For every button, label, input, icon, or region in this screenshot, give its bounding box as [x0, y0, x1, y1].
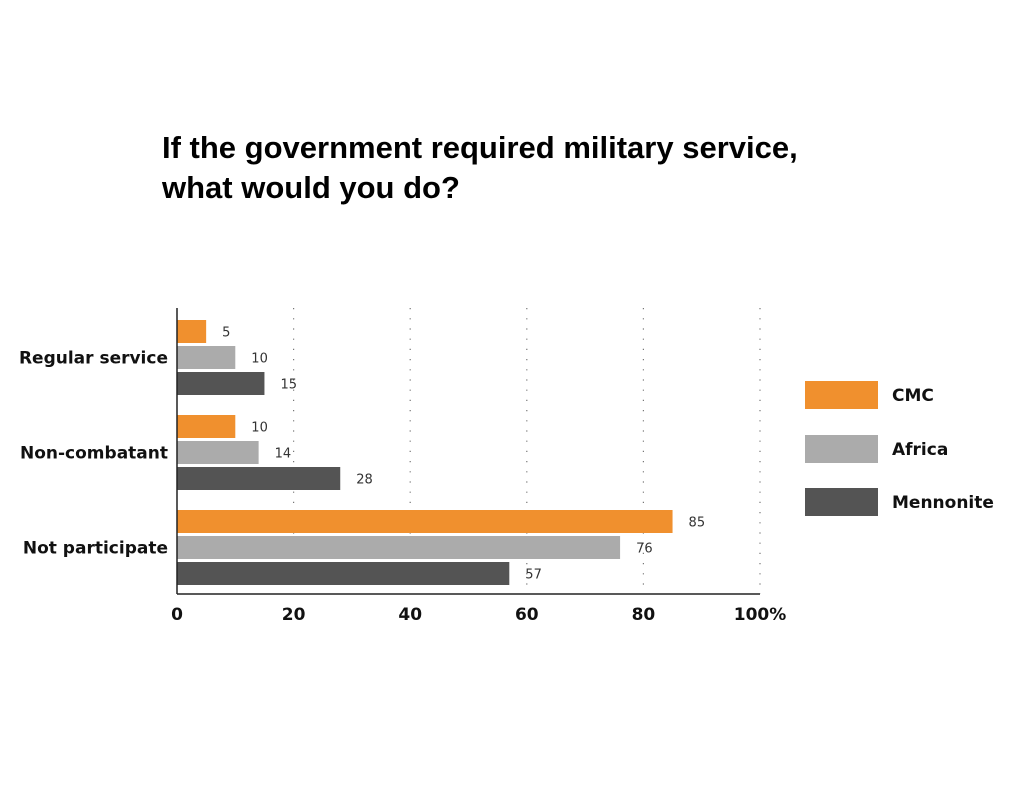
data-label-cmc-3: 85 — [689, 516, 706, 531]
data-labels: 5 10 15 Regular service 10 14 28 Non-combatant 8… — [19, 326, 705, 583]
bar-africa-2 — [177, 441, 259, 464]
bar-mennonite-3 — [177, 562, 510, 585]
x-tick-label-60: 60 — [515, 605, 539, 625]
bar-cmc-2 — [177, 415, 236, 438]
x-tick-label-20: 20 — [282, 605, 306, 625]
x-tick-label-80: 80 — [632, 605, 656, 625]
bar-cmc-3 — [177, 510, 673, 533]
grid-lines — [293, 308, 761, 594]
x-tick-label-100: 100% — [734, 605, 787, 625]
legend: CMC Africa Mennonite — [805, 381, 994, 516]
bar-africa-3 — [177, 536, 621, 559]
bar-africa-1 — [177, 346, 236, 369]
bar-mennonite-2 — [177, 467, 341, 490]
legend-swatch-africa — [805, 435, 878, 463]
chart-title-line-2: what would you do? — [162, 170, 460, 205]
legend-label-africa: Africa — [892, 440, 948, 460]
bars — [177, 320, 673, 585]
data-label-africa-2: 14 — [275, 447, 292, 462]
data-label-africa-1: 10 — [251, 352, 268, 367]
x-tick-label-40: 40 — [398, 605, 422, 625]
bar-mennonite-1 — [177, 372, 265, 395]
legend-label-cmc: CMC — [892, 386, 934, 406]
category-label-3: Not participate — [23, 539, 168, 559]
data-label-cmc-2: 10 — [251, 421, 268, 436]
data-label-mennonite-3: 57 — [525, 568, 542, 583]
chart-title-line-1: If the government required military serv… — [162, 130, 798, 165]
legend-swatch-mennonite — [805, 488, 878, 516]
legend-swatch-cmc — [805, 381, 878, 409]
chart-title: If the government required military serv… — [162, 128, 922, 208]
x-tick-label-0: 0 — [171, 605, 183, 625]
data-label-africa-3: 76 — [636, 542, 653, 557]
data-label-mennonite-1: 15 — [280, 378, 297, 393]
axes: 0 20 40 60 80 100% — [171, 308, 786, 625]
category-label-1: Regular service — [19, 349, 168, 369]
category-label-2: Non-combatant — [20, 444, 168, 464]
data-label-cmc-1: 5 — [222, 326, 230, 341]
legend-label-mennonite: Mennonite — [892, 493, 994, 513]
bar-cmc-1 — [177, 320, 207, 343]
data-label-mennonite-2: 28 — [356, 473, 373, 488]
